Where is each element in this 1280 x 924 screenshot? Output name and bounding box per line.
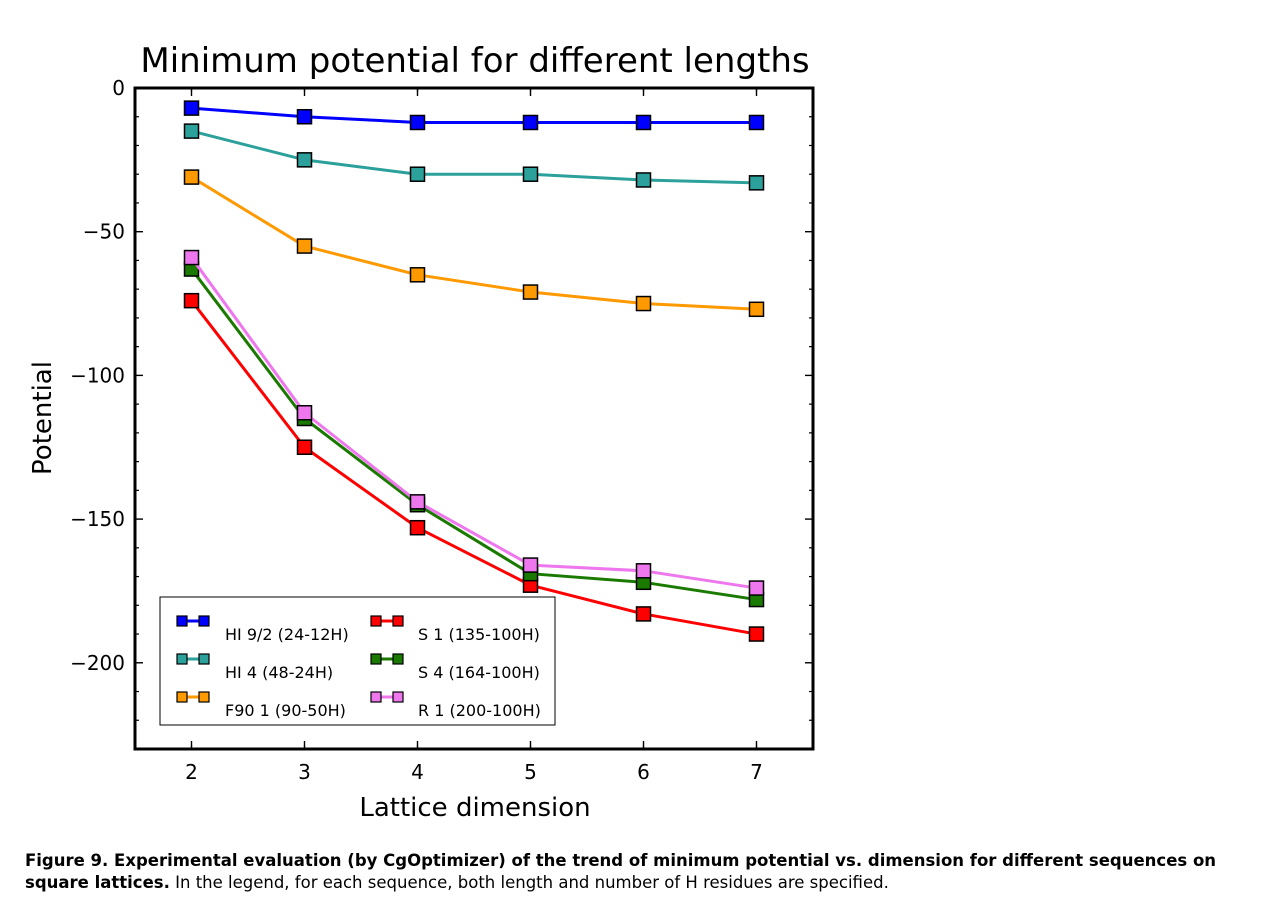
- plot-area: 0 −50 −100 −150 −200 2 3 4 5 6 7: [70, 76, 815, 784]
- legend-entry: R 1 (200-100H): [370, 691, 541, 720]
- data-point: [409, 267, 426, 283]
- legend-marker: [198, 653, 210, 665]
- series-2: [183, 123, 765, 191]
- x-tick-label: 7: [750, 760, 763, 784]
- data-point: [635, 295, 652, 312]
- legend-marker: [392, 653, 404, 665]
- y-tick-label: −200: [70, 651, 125, 675]
- caption-bold: Figure 9. Experimental evaluation (by Cg…: [25, 851, 1217, 892]
- legend-label: HI 9/2 (24-12H): [225, 625, 349, 644]
- data-point: [296, 152, 313, 168]
- data-point: [409, 519, 426, 536]
- series-line: [190, 268, 757, 602]
- data-point: [635, 563, 652, 579]
- legend-marker: [198, 691, 210, 703]
- figure-caption: Figure 9. Experimental evaluation (by Cg…: [25, 850, 1260, 894]
- data-point: [522, 114, 539, 131]
- series-line: [190, 299, 757, 636]
- x-tick-label: 2: [185, 760, 198, 784]
- y-tick-label: −100: [70, 363, 125, 387]
- x-axis-label: Lattice dimension: [359, 793, 590, 823]
- legend-box: [159, 596, 556, 726]
- y-tick-label: 0: [112, 76, 125, 100]
- data-point: [183, 123, 200, 139]
- legend-label: F90 1 (90-50H): [225, 701, 346, 720]
- data-point: [296, 439, 313, 455]
- legend-entry: S 4 (164-100H): [370, 653, 540, 682]
- legend-entry: S 1 (135-100H): [370, 615, 540, 644]
- x-tick-label: 4: [411, 760, 424, 784]
- data-point: [748, 175, 765, 191]
- axes-frame: [133, 86, 815, 751]
- legend-marker: [176, 691, 188, 703]
- legend-label: HI 4 (48-24H): [225, 663, 333, 682]
- legend-marker: [370, 653, 382, 665]
- series-line: [191, 129, 757, 185]
- legend-entry: HI 9/2 (24-12H): [176, 615, 349, 644]
- y-axis-label: Potential: [28, 361, 58, 475]
- data-point: [748, 114, 765, 131]
- y-tick-label: −50: [83, 220, 125, 244]
- series-3: [183, 169, 765, 318]
- series-line: [190, 175, 757, 311]
- legend-marker: [198, 615, 210, 627]
- series-line: [190, 256, 757, 590]
- data-point: [748, 626, 765, 642]
- data-point: [183, 100, 200, 116]
- data-point: [409, 494, 426, 510]
- data-point: [409, 114, 426, 131]
- data-point: [635, 114, 652, 131]
- caption-text: In the legend, for each sequence, both l…: [169, 873, 889, 892]
- legend-label: R 1 (200-100H): [418, 701, 541, 720]
- legend-marker: [370, 691, 382, 703]
- legend-label: S 4 (164-100H): [418, 663, 540, 682]
- data-point: [183, 249, 200, 266]
- series-1: [183, 100, 765, 131]
- legend-marker: [370, 615, 382, 627]
- legend-marker: [176, 615, 188, 627]
- x-tick-label: 6: [637, 760, 650, 784]
- data-point: [522, 284, 539, 300]
- legend-label: S 1 (135-100H): [418, 625, 540, 644]
- legend-marker: [176, 653, 188, 665]
- series-line: [191, 106, 757, 124]
- data-point: [748, 301, 765, 318]
- data-point: [522, 166, 539, 182]
- data-point: [183, 292, 200, 309]
- chart: Minimum potential for different lengths …: [28, 41, 815, 823]
- data-point: [296, 108, 313, 125]
- legend-entry: HI 4 (48-24H): [176, 653, 333, 682]
- data-point: [183, 169, 200, 185]
- legend-marker: [392, 691, 404, 703]
- data-point: [296, 238, 313, 254]
- legend-entry: F90 1 (90-50H): [176, 691, 346, 720]
- x-tick-label: 5: [524, 760, 537, 784]
- data-point: [296, 405, 313, 421]
- chart-title: Minimum potential for different lengths: [140, 41, 809, 81]
- y-tick-label: −150: [70, 507, 125, 531]
- legend-marker: [392, 615, 404, 627]
- data-point: [635, 606, 652, 622]
- series-6: [183, 249, 765, 596]
- data-point: [409, 166, 426, 182]
- x-tick-label: 3: [298, 760, 311, 784]
- series-4: [183, 292, 765, 642]
- legend: HI 9/2 (24-12H) HI 4 (48-24H) F90 1 (90-50…: [159, 596, 556, 726]
- data-point: [522, 557, 539, 573]
- data-point: [635, 172, 652, 188]
- data-point: [748, 580, 765, 596]
